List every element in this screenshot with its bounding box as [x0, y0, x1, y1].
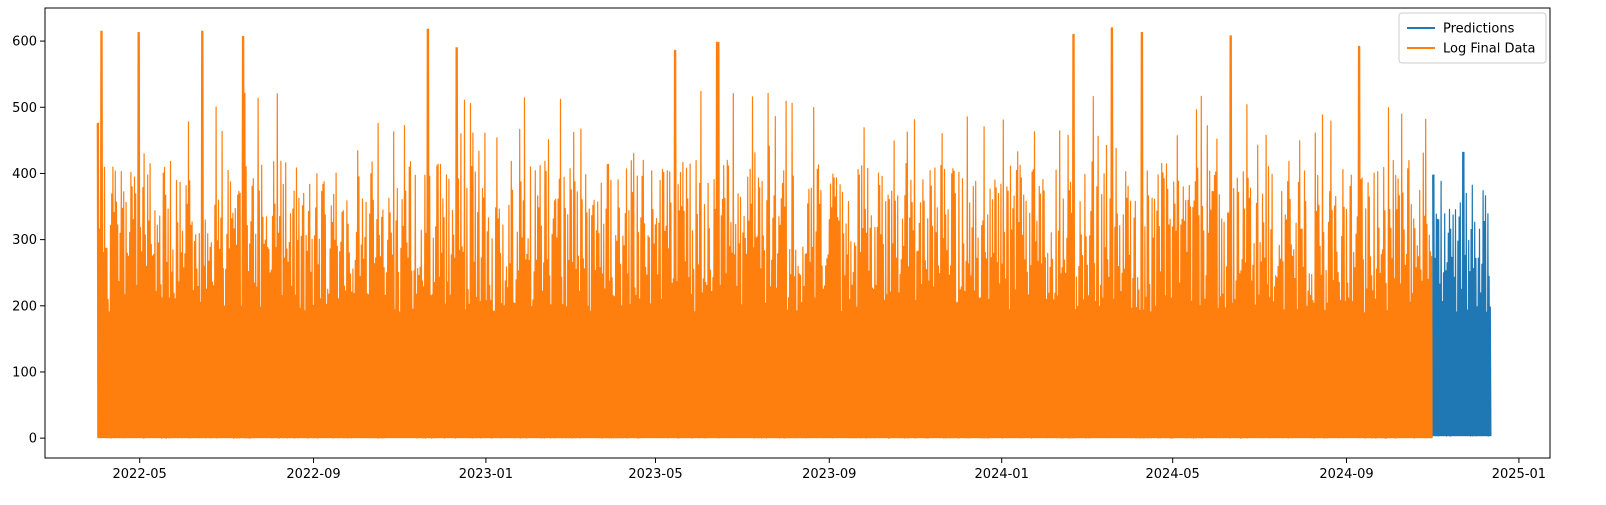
- legend-box: [1398, 12, 1547, 64]
- y-tick-label: 400: [12, 167, 37, 182]
- y-tick-label: 500: [12, 101, 37, 116]
- series-line-1: [96, 27, 1433, 439]
- y-tick-label: 200: [12, 299, 37, 314]
- y-tick-label: 600: [12, 35, 37, 50]
- x-tick-label: 2024-05: [1146, 467, 1200, 482]
- y-tick-label: 300: [12, 233, 37, 248]
- series-layer: [96, 27, 1492, 439]
- legend-label-0: Predictions: [1443, 22, 1515, 37]
- x-tick-label: 2022-09: [286, 467, 340, 482]
- x-tick-label: 2024-01: [975, 467, 1029, 482]
- legend: Predictions Log Final Data: [1398, 12, 1547, 64]
- x-tick-label: 2023-01: [459, 467, 513, 482]
- x-tick-label: 2024-09: [1319, 467, 1373, 482]
- x-tick-label: 2023-09: [802, 467, 856, 482]
- x-tick-label: 2023-05: [628, 467, 682, 482]
- y-tick-label: 100: [12, 365, 37, 380]
- series-line-0: [1432, 151, 1492, 437]
- x-tick-label: 2022-05: [113, 467, 167, 482]
- legend-label-1: Log Final Data: [1443, 42, 1536, 57]
- x-tick-label: 2025-01: [1492, 467, 1546, 482]
- plot-frame: [44, 7, 1551, 459]
- y-tick-label: 0: [29, 432, 37, 447]
- axes-layer: 0 100 200 300 400 500 600 2022-05 2022-09 2023-01…: [12, 7, 1551, 482]
